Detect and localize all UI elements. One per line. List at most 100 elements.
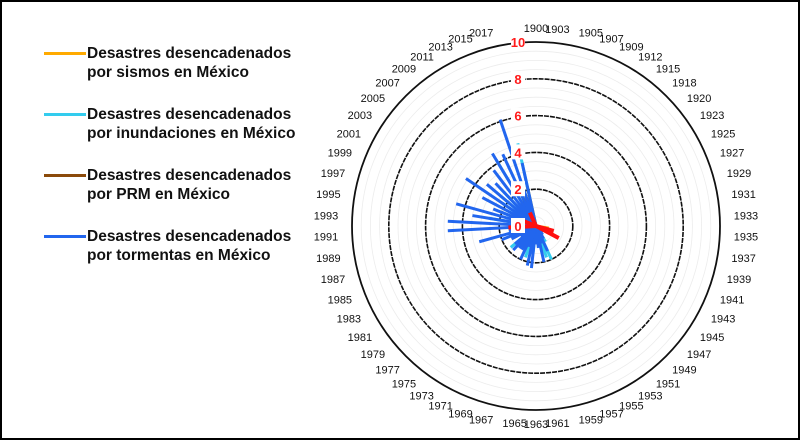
category-label: 1915 (656, 63, 680, 75)
category-label: 2011 (410, 51, 434, 63)
major-gridline (498, 188, 574, 264)
category-label: 2007 (375, 77, 399, 89)
category-label: 1955 (619, 401, 643, 413)
legend-swatch-tormentas (44, 235, 86, 238)
minor-gridline (452, 142, 620, 310)
minor-gridline (480, 170, 592, 282)
category-label: 1907 (599, 33, 623, 45)
category-label: 1933 (734, 210, 758, 222)
category-label: 1935 (734, 232, 758, 244)
category-label: 1931 (731, 189, 755, 201)
category-label: 1941 (720, 294, 744, 306)
minor-gridline (415, 106, 656, 346)
category-label: 1947 (687, 349, 711, 361)
category-label: 1951 (656, 379, 680, 391)
minor-gridline (360, 50, 712, 402)
category-label: 1969 (448, 409, 472, 421)
legend-swatch-prm (44, 174, 86, 177)
category-label: 1963 (524, 419, 548, 431)
bar-2013 (528, 211, 538, 227)
legend-item-prm: Desastres desencadenados por PRM en Méxi… (44, 166, 304, 204)
category-label: 1937 (731, 253, 755, 265)
minor-gridline (443, 133, 629, 319)
category-label: 1987 (321, 274, 345, 286)
legend-label: Desastres desencadenados por tormentas e… (87, 228, 292, 264)
category-label: 1957 (599, 409, 623, 421)
category-label: 1945 (700, 332, 724, 344)
category-label: 1943 (711, 314, 735, 326)
minor-gridline (369, 59, 703, 393)
category-label: 1939 (727, 274, 751, 286)
category-label: 1918 (672, 77, 696, 89)
legend-label: Desastres desencadenados por PRM en Méxi… (87, 167, 292, 203)
legend-swatch-inundaciones (44, 113, 86, 116)
category-label: 1979 (361, 349, 385, 361)
radial-tick-label: 0 (514, 219, 521, 234)
category-label: 1923 (700, 110, 724, 122)
legend: Desastres desencadenados por sismos en M… (44, 44, 304, 288)
category-label: 1989 (316, 253, 340, 265)
minor-gridline (406, 96, 666, 356)
outer-ring (351, 41, 721, 411)
category-label: 1983 (337, 314, 361, 326)
category-label: 1973 (409, 391, 433, 403)
category-label: 1977 (375, 365, 399, 377)
category-label: 1925 (711, 128, 735, 140)
category-label: 1981 (348, 332, 372, 344)
major-gridline (387, 78, 684, 374)
minor-gridline (434, 124, 638, 328)
radial-label-bg (511, 181, 525, 197)
major-gridline (461, 151, 611, 301)
radial-label-bg (511, 144, 525, 160)
radial-label-bg (511, 107, 525, 123)
radial-tick-label: 8 (514, 72, 521, 87)
radial-label-bg (511, 70, 525, 86)
category-label: 2009 (392, 63, 416, 75)
radial-tick-label: 10 (511, 35, 525, 50)
category-label: 1965 (502, 418, 526, 430)
category-label: 2015 (448, 33, 472, 45)
legend-label: Desastres desencadenados por sismos en M… (87, 45, 292, 81)
category-label: 1920 (687, 93, 711, 105)
radial-label-bg (511, 34, 525, 49)
category-label: 1995 (316, 189, 340, 201)
category-label: 1997 (321, 168, 345, 180)
category-label: 1971 (428, 401, 452, 413)
legend-label: Desastres desencadenados por inundacione… (87, 106, 296, 142)
category-label: 1999 (328, 148, 352, 160)
category-label: 1905 (579, 28, 603, 40)
category-label: 1927 (720, 148, 744, 160)
category-label: 1912 (638, 51, 662, 63)
bar-2017 (520, 162, 538, 227)
legend-swatch-sismos (44, 52, 86, 55)
radial-tick-label: 6 (514, 109, 521, 124)
minor-gridline (397, 87, 675, 365)
category-label: 2001 (337, 128, 361, 140)
major-gridline (424, 114, 648, 338)
category-label: 1909 (619, 41, 643, 53)
category-label: 1929 (727, 168, 751, 180)
minor-gridline (489, 179, 583, 273)
category-label: 2003 (348, 110, 372, 122)
category-label: 1961 (545, 418, 569, 430)
category-label: 2017 (469, 28, 493, 40)
legend-item-sismos: Desastres desencadenados por sismos en M… (44, 44, 304, 82)
category-label: 1967 (469, 414, 493, 426)
minor-gridline (379, 69, 693, 383)
radial-label-bg (511, 218, 525, 233)
legend-item-tormentas: Desastres desencadenados por tormentas e… (44, 227, 304, 265)
radial-tick-label: 4 (514, 145, 522, 160)
category-label: 2005 (361, 93, 385, 105)
category-label: 1991 (314, 232, 338, 244)
category-label: 1985 (328, 294, 352, 306)
bar-1943 (535, 224, 560, 240)
radial-tick-label: 2 (514, 182, 521, 197)
category-label: 1953 (638, 391, 662, 403)
category-label: 1993 (314, 210, 338, 222)
category-label: 1959 (579, 414, 603, 426)
category-label: 2013 (428, 41, 452, 53)
category-label: 1903 (545, 24, 569, 36)
category-label: 1949 (672, 365, 696, 377)
